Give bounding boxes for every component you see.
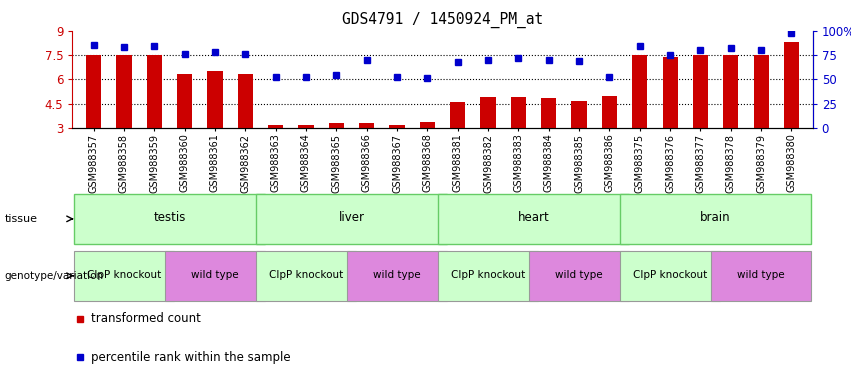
Text: tissue: tissue — [4, 214, 37, 224]
Bar — [86, 55, 101, 128]
Text: testis: testis — [153, 211, 186, 224]
Bar — [511, 97, 526, 128]
Text: wild type: wild type — [555, 270, 603, 280]
Bar — [620, 251, 720, 301]
Bar — [256, 194, 447, 243]
Bar — [572, 101, 586, 128]
Bar — [177, 74, 192, 128]
Text: transformed count: transformed count — [91, 312, 201, 325]
Bar — [620, 194, 811, 243]
Bar — [117, 55, 132, 128]
Bar — [390, 125, 404, 128]
Bar — [328, 123, 344, 128]
Bar — [438, 251, 538, 301]
Bar — [481, 97, 495, 128]
Text: ClpP knockout: ClpP knockout — [87, 270, 161, 280]
Bar — [146, 55, 162, 128]
Text: ClpP knockout: ClpP knockout — [451, 270, 525, 280]
Title: GDS4791 / 1450924_PM_at: GDS4791 / 1450924_PM_at — [342, 12, 543, 28]
Bar — [784, 42, 799, 128]
Bar — [237, 74, 253, 128]
Bar — [74, 194, 265, 243]
Bar — [268, 125, 283, 128]
Bar — [663, 57, 677, 128]
Text: percentile rank within the sample: percentile rank within the sample — [91, 351, 290, 364]
Bar — [753, 55, 768, 128]
Text: wild type: wild type — [374, 270, 420, 280]
Text: wild type: wild type — [737, 270, 785, 280]
Text: wild type: wild type — [191, 270, 239, 280]
Bar — [74, 251, 174, 301]
Text: brain: brain — [700, 211, 731, 224]
Bar — [420, 121, 435, 128]
Text: liver: liver — [339, 211, 364, 224]
Text: ClpP knockout: ClpP knockout — [633, 270, 707, 280]
Bar — [438, 194, 629, 243]
Bar — [299, 125, 313, 128]
Bar — [165, 251, 265, 301]
Bar — [711, 251, 811, 301]
Bar — [529, 251, 629, 301]
Bar — [256, 251, 356, 301]
Text: ClpP knockout: ClpP knockout — [269, 270, 343, 280]
Bar — [208, 71, 222, 128]
Bar — [693, 55, 708, 128]
Bar — [541, 98, 557, 128]
Bar — [723, 55, 739, 128]
Text: genotype/variation: genotype/variation — [4, 271, 103, 281]
Text: heart: heart — [517, 211, 550, 224]
Bar — [347, 251, 447, 301]
Bar — [359, 123, 374, 128]
Bar — [602, 96, 617, 128]
Bar — [450, 102, 465, 128]
Bar — [632, 55, 648, 128]
